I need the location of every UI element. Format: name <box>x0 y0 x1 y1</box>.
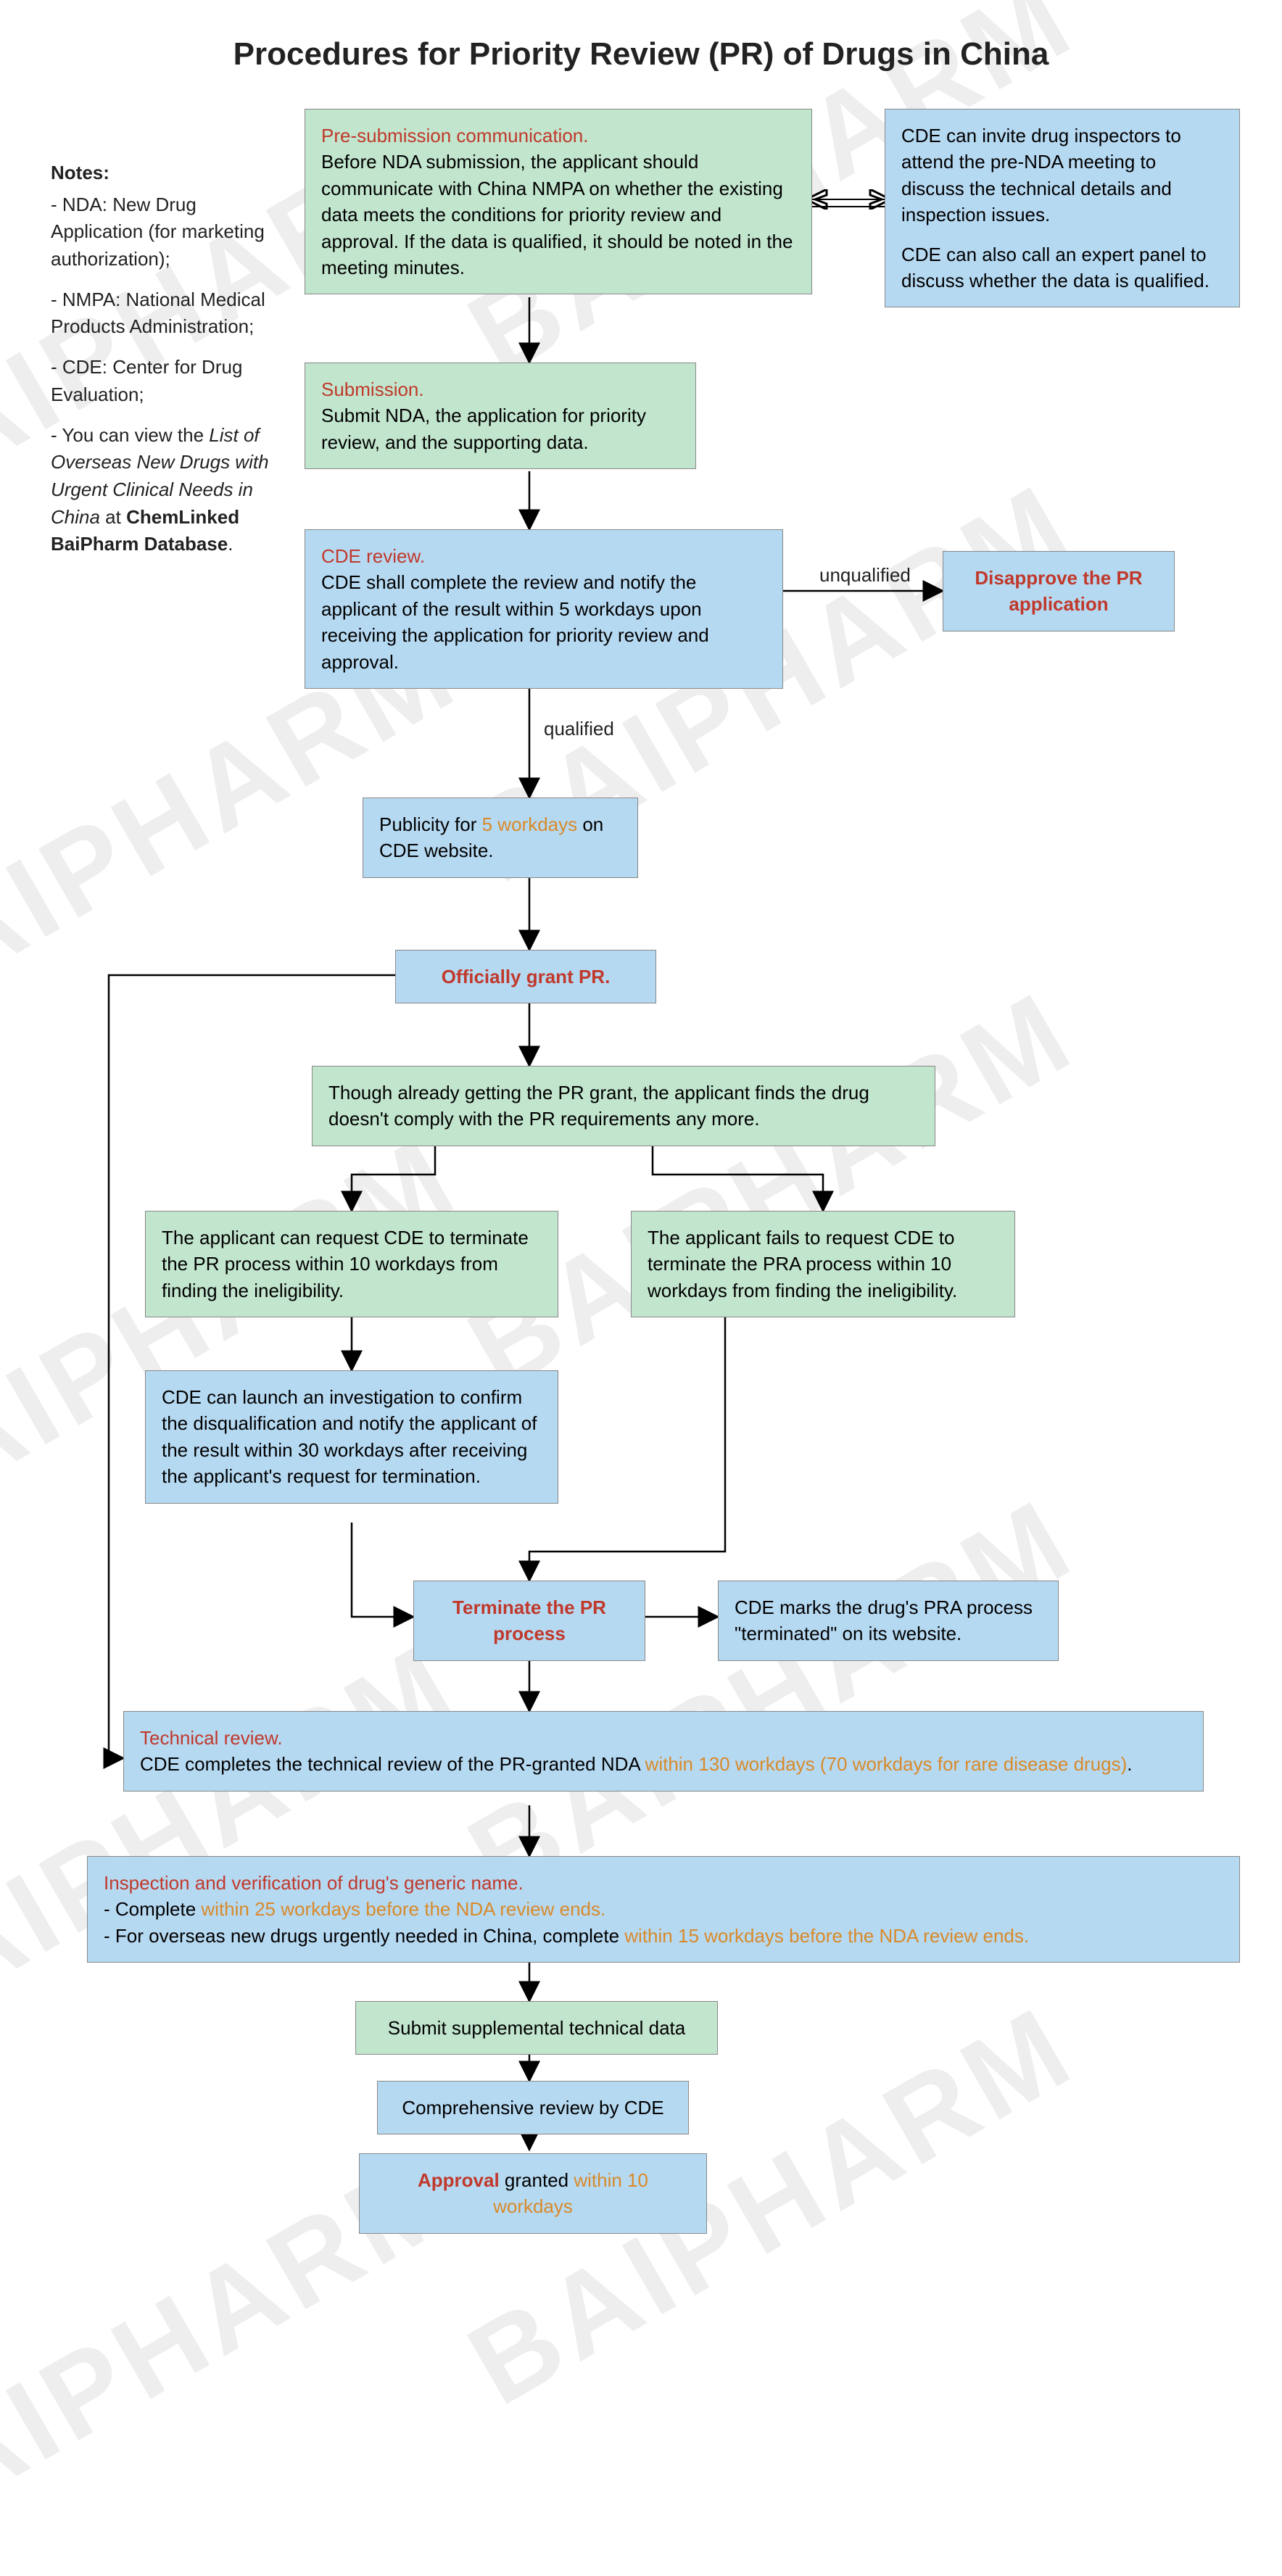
notes-list: - You can view the List of Overseas New … <box>51 422 283 558</box>
box-comprehensive: Comprehensive review by CDE <box>377 2081 689 2134</box>
box-disapprove: Disapprove the PR application <box>943 551 1175 631</box>
submission-body: Submit NDA, the application for priority… <box>321 405 646 452</box>
edge-label-unqualified: unqualified <box>819 564 911 587</box>
cde-marks-text: CDE marks the drug's PRA process "termin… <box>735 1596 1033 1644</box>
cde-invite-p2: CDE can also call an expert panel to dis… <box>901 241 1223 294</box>
supplemental-text: Submit supplemental technical data <box>388 2017 685 2039</box>
comprehensive-text: Comprehensive review by CDE <box>402 2097 663 2119</box>
tech-review-head: Technical review. <box>140 1727 283 1749</box>
terminate-pr-text: Terminate the PR process <box>430 1594 629 1647</box>
tech-review-pre: CDE completes the technical review of th… <box>140 1753 645 1775</box>
inspection-l1-hl: within 25 workdays before the NDA review… <box>201 1898 605 1920</box>
box-submission: Submission. Submit NDA, the application … <box>305 363 696 469</box>
fail-request-text: The applicant fails to request CDE to te… <box>648 1227 957 1301</box>
box-cde-review: CDE review. CDE shall complete the revie… <box>305 529 783 689</box>
submission-head: Submission. <box>321 378 424 400</box>
inspection-l2-hl: within 15 workdays before the NDA review… <box>624 1925 1029 1947</box>
presub-body: Before NDA submission, the applicant sho… <box>321 151 793 278</box>
notes-nda: - NDA: New Drug Application (for marketi… <box>51 191 283 273</box>
page-title: Procedures for Priority Review (PR) of D… <box>0 36 1282 73</box>
publicity-hl: 5 workdays <box>482 813 578 835</box>
box-cde-marks: CDE marks the drug's PRA process "termin… <box>718 1581 1059 1661</box>
notes-list-end: . <box>228 533 233 555</box>
box-cde-invite: CDE can invite drug inspectors to attend… <box>885 109 1240 307</box>
box-investigation: CDE can launch an investigation to confi… <box>145 1370 558 1504</box>
box-supplemental: Submit supplemental technical data <box>355 2001 718 2055</box>
box-noncomply: Though already getting the PR grant, the… <box>312 1066 935 1146</box>
box-req-terminate: The applicant can request CDE to termina… <box>145 1211 558 1317</box>
inspection-l2-pre: - For overseas new drugs urgently needed… <box>104 1925 624 1947</box>
disapprove-text: Disapprove the PR application <box>959 565 1158 618</box>
box-publicity: Publicity for 5 workdays on CDE website. <box>363 798 638 878</box>
box-presubmission: Pre-submission communication. Before NDA… <box>305 109 812 294</box>
publicity-pre: Publicity for <box>379 813 482 835</box>
approval-pre: Approval <box>418 2169 500 2191</box>
investigation-text: CDE can launch an investigation to confi… <box>162 1386 537 1487</box>
approval-mid: granted <box>500 2169 574 2191</box>
notes-list-pre: - You can view the <box>51 424 209 446</box>
tech-review-hl: within 130 workdays (70 workdays for rar… <box>645 1753 1128 1775</box>
tech-review-post: . <box>1127 1753 1132 1775</box>
notes-panel: Notes: - NDA: New Drug Application (for … <box>51 160 283 558</box>
cde-review-body: CDE shall complete the review and notify… <box>321 571 709 672</box>
notes-nmpa: - NMPA: National Medical Products Admini… <box>51 286 283 341</box>
noncomply-text: Though already getting the PR grant, the… <box>328 1082 869 1130</box>
presub-head: Pre-submission communication. <box>321 125 588 146</box>
cde-invite-p1: CDE can invite drug inspectors to attend… <box>901 123 1223 228</box>
box-approval: Approval granted within 10 workdays <box>359 2153 707 2234</box>
box-fail-request: The applicant fails to request CDE to te… <box>631 1211 1015 1317</box>
grant-pr-text: Officially grant PR. <box>442 964 611 990</box>
inspection-l1-pre: - Complete <box>104 1898 201 1920</box>
box-inspection: Inspection and verification of drug's ge… <box>87 1856 1240 1963</box>
notes-list-at: at <box>100 506 126 528</box>
notes-heading: Notes: <box>51 160 283 187</box>
notes-cde: - CDE: Center for Drug Evaluation; <box>51 354 283 408</box>
box-terminate-pr: Terminate the PR process <box>413 1581 645 1661</box>
box-grant-pr: Officially grant PR. <box>395 950 656 1003</box>
box-tech-review: Technical review. CDE completes the tech… <box>123 1711 1204 1792</box>
edge-label-qualified: qualified <box>544 718 614 740</box>
cde-review-head: CDE review. <box>321 545 425 567</box>
req-terminate-text: The applicant can request CDE to termina… <box>162 1227 529 1301</box>
inspection-head: Inspection and verification of drug's ge… <box>104 1872 524 1894</box>
